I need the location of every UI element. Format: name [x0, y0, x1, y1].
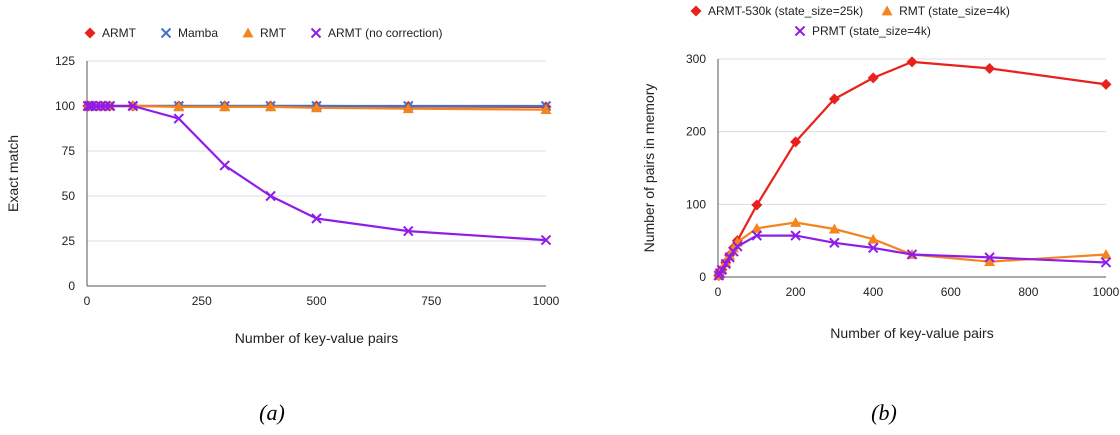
legend-item: RMT — [242, 26, 287, 40]
data-point — [906, 249, 918, 260]
chart-panel-a: 0 25 50 75 100 125 0 250 500 750 1000 Exact match Nu… — [5, 26, 560, 425]
data-point — [828, 223, 840, 234]
data-point — [265, 190, 276, 202]
y-tick-label: 50 — [62, 189, 76, 203]
legend-label: Mamba — [178, 26, 218, 40]
data-point — [829, 237, 840, 249]
legend: ARMT-530k (state_size=25k) RMT (state_siz… — [690, 4, 1010, 38]
data-point — [219, 160, 230, 171]
y-tick-label: 300 — [686, 52, 706, 66]
y-tick-label: 200 — [686, 125, 706, 139]
data-point — [867, 72, 879, 84]
y-tick-label: 0 — [68, 279, 75, 293]
data-point — [265, 101, 277, 112]
legend-label: RMT — [260, 26, 287, 40]
x-tick-label: 500 — [306, 294, 326, 308]
chart-b-svg: 0 100 200 300 0 200 400 600 800 1000 Number of pai… — [641, 4, 1120, 425]
legend-label: PRMT (state_size=4k) — [812, 24, 931, 38]
series-line — [717, 221, 1107, 277]
series-3 — [713, 230, 1112, 281]
chart-panel-b: 0 100 200 300 0 200 400 600 800 1000 Number of pai… — [560, 0, 1120, 435]
data-point — [984, 252, 995, 263]
series-2 — [713, 217, 1112, 280]
data-point — [127, 100, 139, 112]
data-point — [867, 242, 879, 254]
legend-label: RMT (state_size=4k) — [899, 4, 1010, 18]
x-tick-label: 800 — [1018, 285, 1038, 299]
x-tick-label: 600 — [941, 285, 961, 299]
legend-item: Mamba — [160, 26, 218, 40]
data-point — [311, 213, 322, 224]
data-point — [984, 256, 996, 267]
legend-label: ARMT (no correction) — [328, 26, 442, 40]
data-point — [540, 104, 552, 114]
y-tick-label: 25 — [62, 234, 76, 248]
chart-a-svg: 0 25 50 75 100 125 0 250 500 750 1000 Exact match Nu… — [5, 26, 560, 425]
x-tick-label: 250 — [192, 294, 212, 308]
y-tick-label: 75 — [62, 144, 76, 158]
y-tick-label: 100 — [686, 197, 706, 211]
data-point — [906, 56, 918, 68]
figure-caption: (b) — [871, 400, 897, 425]
data-point — [402, 103, 414, 114]
data-point — [790, 217, 802, 227]
x-tick-label: 1000 — [1093, 285, 1120, 299]
data-point — [104, 100, 116, 112]
legend-marker — [881, 5, 893, 16]
x-axis-title: Number of key-value pairs — [830, 325, 993, 341]
legend-marker — [242, 27, 254, 38]
data-point — [173, 113, 185, 124]
data-point — [1100, 248, 1112, 259]
legend-item: ARMT — [84, 26, 137, 40]
legend-item: PRMT (state_size=4k) — [794, 24, 931, 38]
legend-marker — [794, 25, 806, 37]
y-axis-title: Exact match — [5, 135, 21, 212]
series-1 — [713, 56, 1112, 282]
data-point — [1100, 78, 1112, 90]
data-point — [732, 241, 743, 252]
data-point — [1100, 257, 1112, 268]
x-tick-label: 400 — [863, 285, 883, 299]
legend-marker — [310, 27, 322, 39]
legend-item: RMT (state_size=4k) — [881, 4, 1010, 18]
data-point — [790, 230, 801, 241]
data-point — [219, 101, 231, 112]
data-point — [716, 264, 728, 275]
x-tick-label: 0 — [84, 294, 91, 308]
legend-label: ARMT-530k (state_size=25k) — [708, 4, 863, 18]
data-point — [984, 62, 996, 74]
legend: ARMT Mamba RMT ARMT (no correction) — [84, 26, 443, 40]
x-tick-label: 0 — [715, 285, 722, 299]
legend-item: ARMT-530k (state_size=25k) — [690, 4, 863, 18]
y-tick-label: 125 — [55, 54, 75, 68]
data-point — [790, 136, 802, 148]
data-point — [867, 233, 879, 244]
x-tick-label: 1000 — [533, 294, 560, 308]
x-axis-title: Number of key-value pairs — [235, 330, 398, 346]
data-point — [751, 230, 763, 241]
legend-marker — [690, 5, 702, 17]
series-4 — [82, 100, 552, 246]
legend-item: ARMT (no correction) — [310, 26, 443, 40]
x-tick-label: 750 — [421, 294, 441, 308]
series-line — [717, 60, 1107, 277]
data-point — [751, 222, 763, 233]
y-tick-label: 100 — [55, 99, 75, 113]
legend-label: ARMT — [102, 26, 137, 40]
y-axis-title: Number of pairs in memory — [641, 84, 657, 253]
data-point — [828, 93, 840, 105]
data-point — [724, 252, 735, 263]
legend-marker — [84, 27, 96, 39]
data-point — [311, 102, 322, 113]
data-point — [173, 101, 185, 112]
data-point — [751, 199, 763, 211]
legend-marker — [160, 27, 172, 39]
data-point — [540, 234, 552, 246]
y-tick-label: 0 — [699, 270, 706, 284]
figure-caption: (a) — [259, 400, 285, 425]
data-point — [720, 258, 731, 270]
data-point — [403, 225, 414, 237]
x-tick-label: 200 — [786, 285, 806, 299]
